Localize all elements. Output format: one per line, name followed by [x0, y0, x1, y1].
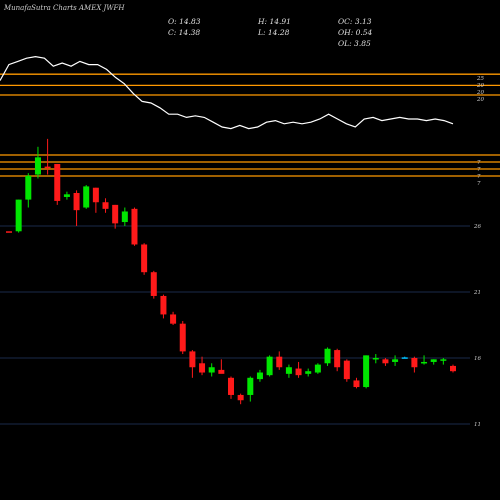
candle-body [34, 157, 41, 175]
candle-body [15, 199, 22, 232]
candle-body [343, 360, 350, 380]
candle-body [208, 367, 215, 373]
candle-body [160, 295, 167, 315]
high-readout: H: 14.91 [258, 17, 291, 26]
candle-body [256, 372, 263, 380]
candle-body [170, 314, 177, 324]
candle-body [305, 371, 312, 374]
candle-body [228, 377, 234, 395]
candle-body [63, 194, 70, 197]
level-lines [0, 154, 500, 177]
candle-body [372, 358, 379, 360]
candle-body [440, 359, 447, 361]
level-tick-label: 7 [477, 160, 481, 166]
indicator-tick-label: 25 [476, 76, 484, 82]
candle-body [314, 364, 321, 373]
candle-body [266, 356, 273, 376]
level-tick-label: 7 [477, 181, 481, 187]
candle-body [285, 367, 292, 374]
candle-body [411, 358, 418, 368]
price-tick-label: 21 [473, 290, 481, 296]
candle-body [430, 359, 437, 362]
candle-body [237, 394, 244, 401]
candle-body [247, 377, 254, 395]
candle-body [6, 231, 12, 233]
candle-body [102, 202, 109, 209]
chart-title: MunafaSutra Charts AMEX JWFH [4, 4, 125, 12]
candle-body [382, 359, 389, 364]
oc-readout: OC: 3.13 [338, 17, 372, 26]
indicator-tick-label: 20 [476, 83, 484, 89]
candle-body [401, 357, 408, 359]
candle-body [353, 380, 360, 388]
candle-body [112, 204, 119, 224]
candle-body [450, 365, 456, 372]
candle-body [73, 193, 80, 211]
candle-body [150, 272, 157, 296]
candle-body [25, 175, 32, 200]
candle-body [179, 323, 186, 352]
indicator-tick-label: 20 [476, 97, 484, 103]
indicator-panel [0, 55, 500, 130]
candle-body [392, 359, 399, 362]
candle-body [295, 368, 302, 376]
low-readout: L: 14.28 [258, 28, 290, 37]
indicator-tick-label: 20 [476, 90, 484, 96]
ol-readout: OL: 3.85 [338, 39, 371, 48]
candle-body [199, 363, 206, 373]
price-tick-label: 16 [474, 356, 481, 362]
candle-body [189, 351, 196, 368]
candle-body [334, 350, 341, 368]
close-readout: C: 14.38 [168, 28, 201, 37]
candle-body [92, 187, 99, 203]
price-tick-label: 11 [474, 422, 481, 428]
candle-body [421, 361, 428, 364]
oh-readout: OH: 0.54 [338, 28, 373, 37]
candle-body [276, 356, 283, 368]
level-tick-label: 7 [477, 167, 481, 173]
candles [6, 138, 456, 405]
candle-body [54, 163, 61, 201]
open-readout: O: 14.83 [168, 17, 201, 26]
candle-body [121, 211, 128, 223]
candle-body [363, 355, 370, 388]
price-grid [0, 225, 470, 425]
level-tick-label: 7 [477, 174, 481, 180]
candle-body [131, 208, 138, 245]
candle-body [44, 166, 51, 169]
candle-body [324, 348, 331, 364]
candle-body [141, 244, 148, 273]
candle-body [83, 186, 90, 208]
price-tick-label: 26 [473, 224, 481, 230]
candle-body [218, 369, 225, 374]
indicator-line [0, 55, 454, 130]
